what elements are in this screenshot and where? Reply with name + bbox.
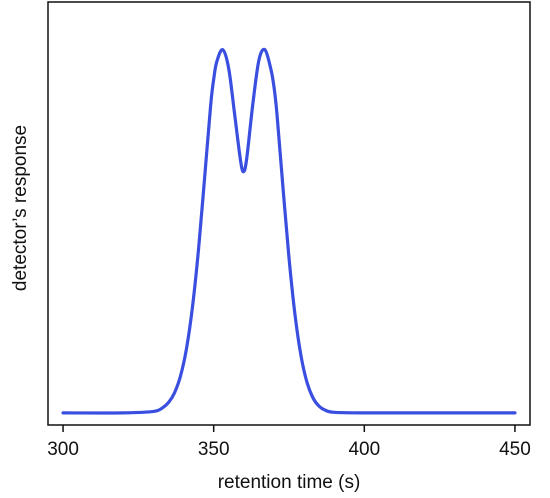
- y-axis-label: detector’s response: [10, 125, 31, 291]
- plot-frame: [47, 1, 531, 426]
- x-tick-label: 350: [198, 439, 230, 460]
- series-line: [61, 47, 517, 415]
- x-tick-label: 450: [499, 439, 531, 460]
- x-axis-label: retention time (s): [218, 472, 361, 493]
- x-axis-ticks: 300 350 400 450: [47, 425, 531, 460]
- x-tick-label: 400: [348, 439, 380, 460]
- x-tick-label: 300: [47, 439, 79, 460]
